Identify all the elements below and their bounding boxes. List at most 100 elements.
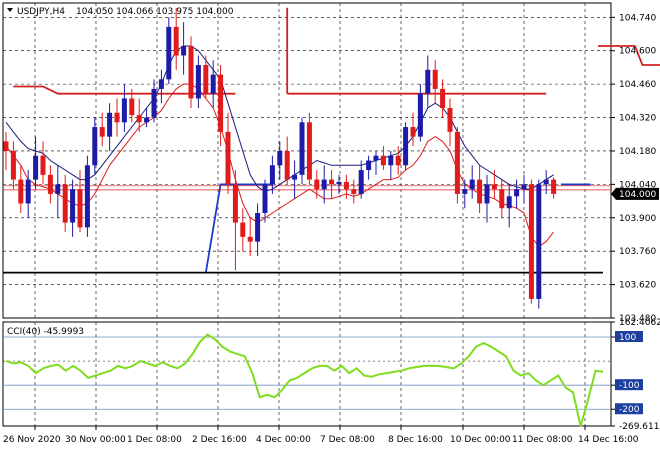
candle-body [329,179,335,185]
candle-body [543,179,549,185]
candle-body [255,213,261,242]
candle-body [454,131,460,194]
price-tick-label: 104.460 [619,80,656,90]
candle-body [499,189,505,209]
candle-body [506,196,512,209]
time-tick-label: 10 Dec 00:00 [450,435,511,445]
candle-body [195,65,201,99]
price-tick-label: 104.040 [619,180,656,190]
cci-line [5,333,604,427]
ma-slow-line [5,45,554,193]
price-tick-label: 103.900 [619,214,656,224]
candle-body [321,179,327,190]
main-panel-frame [2,2,612,319]
chart-header: USDJPY,H4 104.050 104.066 103.975 104.00… [7,7,234,17]
candle-body [469,179,475,190]
candle-body [262,184,268,213]
collapse-triangle-icon[interactable] [7,8,13,12]
candle-body [114,112,120,123]
candle-body [210,74,216,94]
candle-body [107,112,113,137]
candle-body [521,184,527,190]
candle-body [92,127,98,166]
candle-body [299,122,305,175]
candle-body [203,65,209,94]
time-tick-label: 2 Dec 16:00 [192,435,247,445]
candle-body [232,184,238,223]
time-tick-label: 7 Dec 08:00 [320,435,375,445]
price-tick-label: 103.760 [619,247,656,257]
candle-body [528,184,534,299]
candle-body [25,179,31,204]
candle-body [277,150,283,166]
cci-series [3,333,611,427]
candle-body [440,88,446,108]
time-tick-label: 26 Nov 2020 [3,435,61,445]
candle-body [47,174,53,194]
candle-body [247,236,253,242]
candle-body [218,74,224,132]
candle-body [3,141,9,151]
candle-body [514,189,520,197]
price-tick-label: 103.480 [619,314,656,324]
candle-body [18,179,24,204]
candle-body [158,79,164,89]
candle-body [358,170,364,194]
candle-body [373,155,379,161]
price-tick-label: 104.180 [619,147,656,157]
candle-body [144,117,150,123]
candle-body [477,179,483,204]
cci-level-tag [615,403,643,415]
candle-body [173,26,179,56]
cci-level-tag [615,379,643,391]
candle-body [284,150,290,180]
price-overlays [3,7,660,274]
cci-level-tag [615,331,643,343]
time-tick-label: 11 Dec 08:00 [512,435,573,445]
price-axis: 104.740 104.600 104.460 104.320 104.180 104.0… [611,13,659,324]
current-price-tag [611,187,659,200]
candle-body [70,189,76,223]
candle-body [225,131,231,185]
candle-body [425,69,431,94]
ma-fast-line [5,83,554,248]
candle-body [388,155,394,166]
cci-level-label: -100 [619,381,640,391]
candle-body [343,181,349,190]
envelope-upper-line [13,85,236,95]
candle-body [351,189,357,194]
candle-body [366,160,372,171]
candle-body [536,184,542,299]
candle-body [40,155,46,175]
candle-body [99,127,105,137]
envelope-upper-line [598,45,660,66]
time-tick-label: 14 Dec 16:00 [578,435,639,445]
candle-body [181,45,187,56]
candle-body [240,222,246,237]
candle-body [491,184,497,190]
candle-body [33,155,39,180]
candle-body [188,45,194,99]
candle-body [77,189,83,228]
time-tick-label: 1 Dec 08:00 [127,435,182,445]
cci-level-label: 100 [619,333,636,343]
cci-panel-frame [2,321,612,427]
cci-title: CCI(40) -45.9993 [7,327,84,337]
candle-body [462,189,468,194]
candle-body [269,165,275,185]
candle-body [314,179,320,190]
candle-body [551,179,557,194]
candle-body [55,184,61,194]
current-price-label: 104.000 [619,190,656,200]
candle-body [121,98,127,123]
envelope-lower-line [204,183,273,273]
candle-body [403,127,409,166]
candle-body [129,98,135,116]
time-axis: 26 Nov 2020 30 Nov 00:00 1 Dec 08:00 2 Dec … [3,426,639,445]
candle-body [84,165,90,228]
time-tick-label: 4 Dec 00:00 [256,435,311,445]
